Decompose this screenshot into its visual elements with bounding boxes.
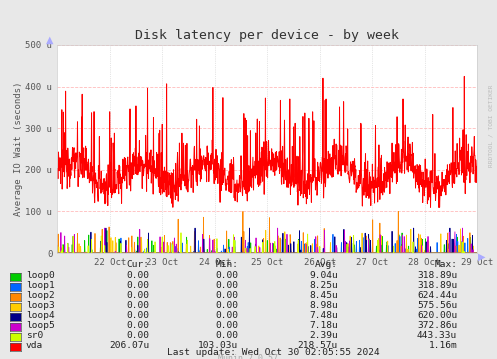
Text: Last update: Wed Oct 30 02:05:55 2024: Last update: Wed Oct 30 02:05:55 2024 (167, 348, 380, 357)
Title: Disk latency per device - by week: Disk latency per device - by week (135, 29, 399, 42)
Text: 7.48u: 7.48u (309, 311, 338, 320)
Text: 8.98u: 8.98u (309, 300, 338, 309)
Text: loop4: loop4 (26, 311, 55, 320)
Text: 0.00: 0.00 (126, 321, 149, 330)
Text: 0.00: 0.00 (126, 331, 149, 340)
Text: Max:: Max: (434, 261, 457, 270)
Text: ▲: ▲ (46, 35, 53, 45)
Text: 2.39u: 2.39u (309, 331, 338, 340)
Text: 9.04u: 9.04u (309, 271, 338, 280)
Text: 8.25u: 8.25u (309, 280, 338, 289)
Text: 0.00: 0.00 (126, 280, 149, 289)
Text: 443.33u: 443.33u (417, 331, 457, 340)
Text: 0.00: 0.00 (126, 290, 149, 299)
Text: 206.07u: 206.07u (109, 341, 149, 350)
Text: 0.00: 0.00 (216, 300, 239, 309)
Text: 0.00: 0.00 (216, 311, 239, 320)
Text: loop2: loop2 (26, 290, 55, 299)
Text: Min:: Min: (216, 261, 239, 270)
Text: 0.00: 0.00 (216, 271, 239, 280)
Y-axis label: Average IO Wait (seconds): Average IO Wait (seconds) (13, 82, 23, 216)
Text: 318.89u: 318.89u (417, 280, 457, 289)
Text: Munin 2.0.57: Munin 2.0.57 (219, 354, 278, 359)
Text: Avg:: Avg: (315, 261, 338, 270)
Text: 0.00: 0.00 (216, 321, 239, 330)
Text: 7.18u: 7.18u (309, 321, 338, 330)
Text: 1.16m: 1.16m (428, 341, 457, 350)
Text: 318.89u: 318.89u (417, 271, 457, 280)
Text: 103.03u: 103.03u (198, 341, 239, 350)
Text: 0.00: 0.00 (216, 290, 239, 299)
Text: 575.56u: 575.56u (417, 300, 457, 309)
Text: loop3: loop3 (26, 300, 55, 309)
Text: 0.00: 0.00 (216, 280, 239, 289)
Text: loop1: loop1 (26, 280, 55, 289)
Text: RRDTOOL / TOBI OETIKER: RRDTOOL / TOBI OETIKER (488, 84, 493, 167)
Text: 624.44u: 624.44u (417, 290, 457, 299)
Text: ▶: ▶ (478, 251, 486, 261)
Text: 0.00: 0.00 (216, 331, 239, 340)
Text: vda: vda (26, 341, 43, 350)
Text: 0.00: 0.00 (126, 311, 149, 320)
Text: 0.00: 0.00 (126, 271, 149, 280)
Text: loop5: loop5 (26, 321, 55, 330)
Text: sr0: sr0 (26, 331, 43, 340)
Text: 0.00: 0.00 (126, 300, 149, 309)
Text: Cur:: Cur: (126, 261, 149, 270)
Text: 8.45u: 8.45u (309, 290, 338, 299)
Text: 372.86u: 372.86u (417, 321, 457, 330)
Text: loop0: loop0 (26, 271, 55, 280)
Text: 218.57u: 218.57u (298, 341, 338, 350)
Text: 620.00u: 620.00u (417, 311, 457, 320)
